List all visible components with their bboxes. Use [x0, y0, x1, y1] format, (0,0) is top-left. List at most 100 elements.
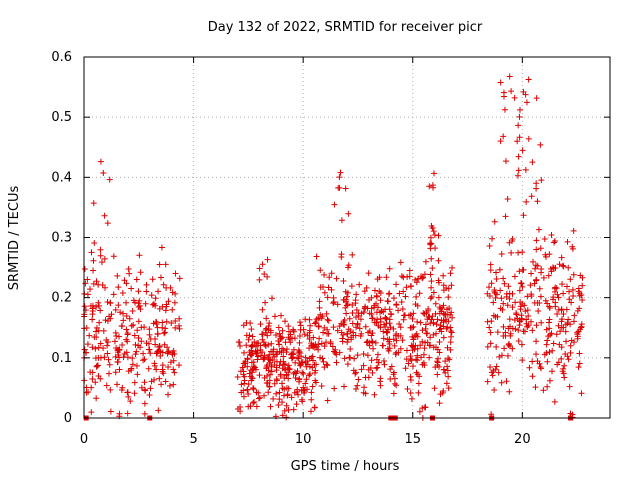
data-point [129, 308, 136, 315]
data-point [544, 383, 551, 390]
data-point [308, 396, 315, 403]
data-point [97, 340, 104, 347]
data-point [261, 270, 268, 277]
data-point [309, 364, 316, 371]
data-point [556, 341, 563, 348]
data-point [318, 340, 325, 347]
data-point [323, 339, 330, 346]
data-point [256, 265, 263, 272]
data-point [255, 353, 262, 360]
data-point [560, 310, 567, 317]
data-point [249, 333, 256, 340]
data-point [490, 312, 497, 319]
data-point [525, 135, 532, 142]
data-point [296, 339, 303, 346]
data-point [392, 332, 399, 339]
data-point [443, 318, 450, 325]
data-point [559, 281, 566, 288]
data-point [256, 372, 263, 379]
data-point [101, 212, 108, 219]
data-point [419, 275, 426, 282]
data-point [558, 316, 565, 323]
data-point [404, 273, 411, 280]
data-point [279, 345, 286, 352]
data-point [498, 250, 505, 257]
data-point [521, 302, 528, 309]
data-point [393, 337, 400, 344]
data-point [172, 324, 179, 331]
x-tick-labels: 0 5 10 15 20 [80, 432, 531, 447]
data-point [245, 391, 252, 398]
data-point [321, 289, 328, 296]
y-tick-labels: 0 0.1 0.2 0.3 0.4 0.5 0.6 [51, 50, 72, 426]
data-point [90, 267, 97, 274]
data-point [241, 380, 248, 387]
data-point [279, 327, 286, 334]
data-point [296, 319, 303, 326]
data-point [290, 346, 297, 353]
data-point [277, 373, 284, 380]
data-point [554, 310, 561, 317]
data-point [397, 324, 404, 331]
data-point [344, 330, 351, 337]
data-point [285, 385, 292, 392]
data-point [340, 296, 347, 303]
data-point [299, 369, 306, 376]
data-point [393, 301, 400, 308]
data-point [562, 328, 569, 335]
data-point [140, 357, 147, 364]
data-point [146, 391, 153, 398]
data-point [338, 329, 345, 336]
data-point [265, 323, 272, 330]
data-point [94, 362, 101, 369]
data-point [124, 354, 131, 361]
data-point [273, 390, 280, 397]
data-point [263, 315, 270, 322]
data-point [538, 269, 545, 276]
data-point [100, 327, 107, 334]
data-point [506, 295, 513, 302]
data-point [293, 401, 300, 408]
data-point [422, 339, 429, 346]
data-point [505, 283, 512, 290]
data-point [522, 91, 529, 98]
data-point [250, 386, 257, 393]
data-point [500, 275, 507, 282]
data-point [546, 319, 553, 326]
data-point [369, 338, 376, 345]
data-point [112, 369, 119, 376]
data-point [493, 363, 500, 370]
data-point [387, 310, 394, 317]
data-point [561, 362, 568, 369]
data-point [515, 167, 522, 174]
data-point [270, 395, 277, 402]
data-point [349, 301, 356, 308]
data-point [276, 362, 283, 369]
data-point [249, 342, 256, 349]
data-point [500, 300, 507, 307]
data-point [421, 404, 428, 411]
data-point [354, 352, 361, 359]
data-point [121, 350, 128, 357]
data-point [317, 267, 324, 274]
data-point [516, 287, 523, 294]
data-point [276, 389, 283, 396]
data-point [325, 317, 332, 324]
data-point [297, 362, 304, 369]
data-point [445, 373, 452, 380]
data-point [176, 275, 183, 282]
data-point [532, 277, 539, 284]
data-point [154, 330, 161, 337]
data-point [87, 286, 94, 293]
data-point [515, 338, 522, 345]
data-point [544, 337, 551, 344]
data-point [333, 359, 340, 366]
data-point [504, 196, 511, 203]
data-point [517, 299, 524, 306]
data-point [128, 366, 135, 373]
data-point [440, 287, 447, 294]
data-point [136, 252, 143, 259]
data-point [135, 318, 142, 325]
data-point [432, 245, 439, 252]
data-point [349, 251, 356, 258]
